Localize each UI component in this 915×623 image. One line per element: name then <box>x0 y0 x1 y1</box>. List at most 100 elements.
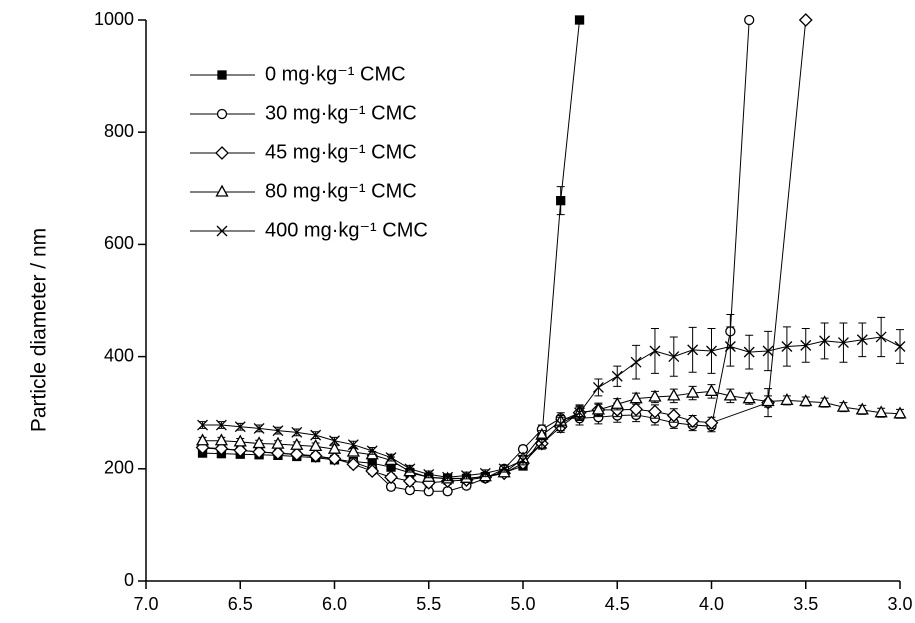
marker <box>610 396 624 409</box>
y-tick-label: 1000 <box>94 9 134 29</box>
marker <box>402 474 417 489</box>
x-tick-label: 7.0 <box>133 594 158 614</box>
marker <box>875 331 887 343</box>
marker <box>423 468 435 480</box>
marker <box>310 429 322 441</box>
marker <box>611 370 623 382</box>
marker <box>762 345 774 357</box>
marker <box>346 444 360 457</box>
x-tick-label: 6.0 <box>322 594 347 614</box>
legend-label: 0 mg·kg⁻¹ CMC <box>265 63 406 85</box>
marker <box>233 434 247 447</box>
marker <box>460 470 472 481</box>
marker <box>706 345 717 357</box>
marker <box>327 441 342 454</box>
series-line <box>202 336 901 478</box>
marker <box>291 426 303 438</box>
y-tick-label: 600 <box>104 233 134 253</box>
y-tick-label: 200 <box>104 458 134 478</box>
x-tick-label: 5.5 <box>416 594 441 614</box>
marker <box>384 470 398 485</box>
marker <box>800 339 812 351</box>
marker <box>744 14 755 26</box>
marker <box>574 407 586 419</box>
x-tick-label: 5.0 <box>510 594 535 614</box>
marker <box>704 384 719 397</box>
marker <box>591 402 605 415</box>
marker <box>347 439 359 451</box>
y-tick-label: 0 <box>124 570 134 590</box>
series-line <box>202 19 807 484</box>
marker <box>649 345 661 357</box>
y-tick-label: 800 <box>104 121 134 141</box>
marker <box>648 404 662 419</box>
marker <box>346 457 361 472</box>
marker <box>365 464 380 478</box>
legend-label: 30 mg·kg⁻¹ CMC <box>265 102 417 124</box>
marker <box>479 467 491 479</box>
x-tick-label: 4.5 <box>605 594 630 614</box>
legend-label: 80 mg·kg⁻¹ CMC <box>265 180 417 202</box>
marker <box>630 356 642 368</box>
marker <box>442 486 453 497</box>
marker <box>742 391 756 404</box>
marker <box>893 406 907 419</box>
marker <box>761 394 775 407</box>
marker <box>780 393 794 406</box>
marker <box>517 454 529 466</box>
marker <box>217 70 227 80</box>
marker <box>289 447 304 462</box>
marker <box>856 334 868 346</box>
marker <box>648 389 662 402</box>
marker <box>536 438 548 450</box>
marker <box>686 385 700 398</box>
marker <box>404 463 416 475</box>
marker <box>687 344 699 356</box>
marker <box>874 405 888 418</box>
marker <box>498 463 510 475</box>
marker <box>366 445 378 457</box>
marker <box>894 341 906 352</box>
marker <box>666 408 681 423</box>
marker <box>309 439 323 452</box>
marker <box>234 421 246 433</box>
marker <box>385 452 397 464</box>
x-tick-label: 3.0 <box>887 594 912 614</box>
marker <box>836 399 851 412</box>
y-tick-label: 400 <box>104 345 134 365</box>
marker <box>667 388 681 401</box>
marker <box>629 402 644 417</box>
marker <box>195 433 210 446</box>
marker <box>197 419 209 431</box>
marker <box>252 436 266 449</box>
marker <box>329 435 340 447</box>
marker <box>704 415 719 430</box>
marker <box>781 341 793 352</box>
marker <box>308 448 323 463</box>
marker <box>252 445 267 459</box>
marker <box>724 341 736 352</box>
marker <box>574 15 585 25</box>
marker <box>215 184 229 197</box>
marker <box>215 146 229 160</box>
series-line <box>202 19 581 479</box>
marker <box>216 108 228 120</box>
marker <box>685 414 700 429</box>
x-tick-label: 3.5 <box>793 594 818 614</box>
marker <box>837 337 849 349</box>
x-tick-label: 4.0 <box>699 594 724 614</box>
legend-label: 400 mg·kg⁻¹ CMC <box>265 219 428 241</box>
x-tick-label: 6.5 <box>228 594 253 614</box>
legend-label: 45 mg·kg⁻¹ CMC <box>265 141 417 163</box>
marker <box>799 394 813 407</box>
marker <box>629 391 643 404</box>
marker <box>555 418 567 430</box>
marker <box>798 13 813 27</box>
marker <box>327 451 342 466</box>
marker <box>592 381 604 393</box>
series-line <box>202 19 750 492</box>
marker <box>442 471 454 483</box>
marker <box>668 351 680 363</box>
marker <box>271 446 285 461</box>
